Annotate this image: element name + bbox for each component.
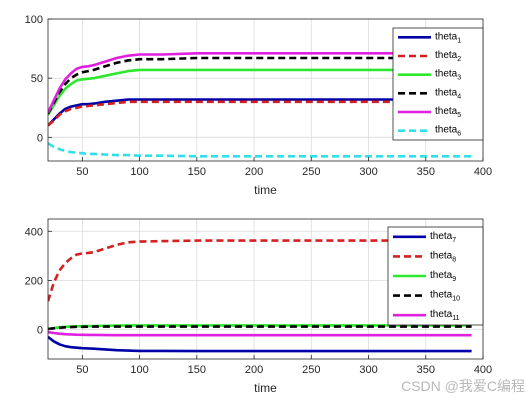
legend: theta1 theta2 theta3 theta4 theta5 theta6 [392,27,484,141]
series-line-theta-8 [48,239,472,302]
top-axes: 50 100 150 200 250 300 350 400050100timetheta1t… [25,14,493,197]
series-line-theta-5 [48,51,472,114]
x-tick-label: 200 [245,364,263,376]
series-line-theta-6 [48,142,472,158]
series-line-theta-11 [48,330,472,337]
series-group [48,239,472,353]
y-tick-label: 0 [37,132,43,144]
series-group [48,51,472,158]
legend-label-theta-7: theta7 [430,231,456,244]
x-tick-label: 250 [302,364,320,376]
x-tick-label: 150 [188,166,206,178]
x-tick-label: 200 [245,166,263,178]
x-axis-label: time [254,183,277,197]
series-line-theta-1 [48,98,472,127]
series-line-theta-10 [48,325,472,331]
x-tick-label: 100 [130,166,148,178]
legend-label-theta-2: theta2 [435,50,461,63]
x-tick-label: 50 [76,166,88,178]
watermark: CSDN @我爱C编程 [401,378,525,394]
bottom-axes: 50 100 150 200 250 300 350 400 0 200 400 time theta7… [25,218,492,395]
x-tick-label: 50 [76,364,88,376]
y-tick-label: 100 [25,14,43,26]
x-tick-label: 350 [417,364,435,376]
legend-label-theta-6: theta6 [435,125,461,138]
x-tick-label: 350 [417,166,435,178]
y-tick-label: 200 [25,275,43,287]
y-tick-label: 50 [31,73,43,85]
x-tick-label: 300 [359,166,377,178]
legend-label-theta-5: theta5 [435,106,461,119]
legend-label-theta-8: theta8 [430,250,456,263]
legend-label-theta-3: theta3 [435,69,461,82]
y-tick-label: 0 [37,325,43,337]
y-tick-label: 400 [25,226,43,238]
x-tick-label: 250 [302,166,320,178]
legend-box [392,27,484,141]
legend-label-theta-10: theta10 [430,290,460,303]
x-tick-label: 400 [474,364,492,376]
series-line-theta-4 [48,56,472,115]
legend-label-theta-11: theta11 [430,309,460,322]
x-tick-label: 300 [359,364,377,376]
series-line-theta-2 [48,100,472,127]
x-tick-label: 400 [474,166,492,178]
x-axis-label: time [254,381,277,395]
legend: theta7 theta8 theta9 theta10 theta11 [387,226,484,326]
legend-label-theta-9: theta9 [430,270,456,283]
series-line-theta-3 [48,68,472,116]
x-tick-label: 150 [188,364,206,376]
legend-label-theta-1: theta1 [435,31,461,44]
legend-label-theta-4: theta4 [435,87,461,100]
x-tick-label: 100 [130,364,148,376]
series-line-theta-7 [48,335,472,353]
